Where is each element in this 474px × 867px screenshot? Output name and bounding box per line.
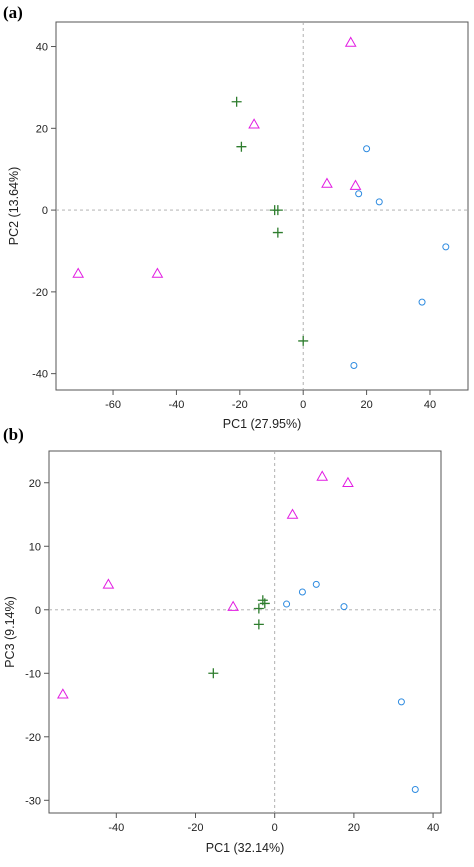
plus-marker-point-a bbox=[298, 335, 309, 346]
y-tick-label: -20 bbox=[32, 287, 48, 299]
circle-marker-point-a bbox=[363, 145, 371, 153]
triangle-marker-point-b bbox=[286, 508, 299, 519]
x-tick-label: 20 bbox=[360, 399, 372, 411]
triangle-marker-point-a bbox=[349, 179, 362, 190]
plot-frame-b bbox=[48, 450, 442, 814]
y-tick-label: 40 bbox=[36, 42, 48, 54]
plot-frame-a bbox=[55, 21, 469, 391]
x-tick-label: 20 bbox=[348, 822, 360, 834]
x-tick-label: -20 bbox=[232, 399, 248, 411]
triangle-marker-point-a bbox=[321, 177, 333, 188]
circle-marker-point-a bbox=[375, 198, 383, 206]
plus-marker-point-b bbox=[253, 619, 264, 630]
y-tick-label: 0 bbox=[35, 605, 41, 617]
plus-marker-point-a bbox=[272, 205, 283, 216]
triangle-marker-point-b bbox=[102, 578, 115, 589]
triangle-marker-point-a bbox=[344, 36, 357, 47]
y-axis-title-b: PC3 (9.14%) bbox=[3, 596, 17, 668]
circle-marker-point-a bbox=[418, 298, 426, 306]
circle-marker-point-b bbox=[340, 603, 348, 611]
circle-marker-point-b bbox=[312, 580, 320, 588]
x-tick-label: 0 bbox=[272, 822, 278, 834]
plus-marker-point-a bbox=[236, 141, 247, 152]
y-tick-label: -20 bbox=[25, 732, 41, 744]
y-axis-title-a: PC2 (13.64%) bbox=[7, 167, 21, 246]
triangle-marker-point-b bbox=[56, 688, 69, 699]
triangle-marker-point-a bbox=[72, 267, 85, 278]
plus-marker-point-b bbox=[259, 598, 270, 609]
plus-marker-point-a bbox=[231, 96, 242, 107]
plus-marker-point-a bbox=[272, 227, 283, 238]
x-axis-title-a: PC1 (27.95%) bbox=[223, 417, 302, 431]
y-tick-label: 0 bbox=[42, 205, 48, 217]
triangle-marker-point-b bbox=[227, 600, 239, 611]
panel-label-b: (b) bbox=[3, 425, 24, 444]
circle-marker-point-a bbox=[350, 361, 358, 369]
chart-panel-b: (b) -40 -20 0 20 40 -30 -20 -10 0 10 20 PC1 (32.14… bbox=[3, 425, 442, 855]
circle-marker-point-a bbox=[355, 190, 363, 198]
y-tick-label: -30 bbox=[25, 795, 41, 807]
x-tick-label: 40 bbox=[427, 822, 439, 834]
triangle-marker-point-a bbox=[151, 267, 164, 278]
circle-marker-point-b bbox=[397, 698, 405, 706]
y-tick-label: 20 bbox=[36, 123, 48, 135]
y-tick-label: -10 bbox=[25, 668, 41, 680]
triangle-marker-point-b bbox=[342, 476, 354, 488]
circle-marker-point-b bbox=[298, 588, 306, 596]
circle-marker-point-a bbox=[442, 243, 450, 251]
panel-label-a: (a) bbox=[3, 3, 23, 22]
y-tick-label: 20 bbox=[29, 478, 41, 490]
plus-marker-point-b bbox=[253, 603, 264, 614]
x-axis-title-b: PC1 (32.14%) bbox=[206, 841, 285, 855]
circle-marker-point-b bbox=[283, 600, 291, 608]
x-tick-label: 40 bbox=[424, 399, 436, 411]
plus-marker-point-b bbox=[208, 668, 219, 679]
x-tick-label: -40 bbox=[108, 822, 124, 834]
x-tick-label: 0 bbox=[300, 399, 306, 411]
triangle-marker-point-b bbox=[316, 470, 329, 481]
x-tick-label: -20 bbox=[188, 822, 204, 834]
chart-panel-a: (a) -60 -40 -20 0 20 40 -40 -20 0 20 40 PC1 (27.95… bbox=[3, 3, 469, 431]
circle-marker-point-b bbox=[411, 786, 419, 794]
x-tick-label: -40 bbox=[168, 399, 184, 411]
y-tick-label: 10 bbox=[29, 541, 41, 553]
y-tick-label: -40 bbox=[32, 369, 48, 381]
triangle-marker-point-a bbox=[248, 118, 260, 129]
x-tick-label: -60 bbox=[105, 399, 121, 411]
